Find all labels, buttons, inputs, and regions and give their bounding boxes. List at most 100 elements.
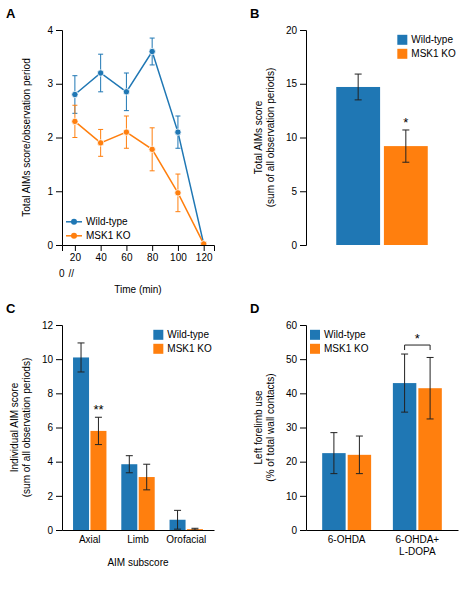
panel-title: C — [6, 301, 16, 316]
figure: 01234Total AIMs score/observation period… — [0, 0, 474, 606]
y-axis: 0 1 2 3 4 — [47, 25, 62, 251]
axis-break-label: 0 — [59, 268, 65, 279]
error-bar — [355, 74, 362, 100]
x-tick: Orofacial — [166, 534, 206, 545]
y-tick: 2 — [47, 132, 62, 143]
legend: Wild-typeMSK1 KO — [310, 329, 369, 354]
y-axis: 05101520 — [286, 25, 307, 251]
y-tick: 10 — [42, 354, 62, 365]
x-tick-label: Orofacial — [166, 534, 206, 545]
error-bar — [72, 105, 77, 137]
error-bar — [95, 417, 102, 444]
plot-area — [336, 74, 428, 245]
point — [72, 91, 78, 97]
y-tick-mark — [300, 496, 306, 497]
x-tick: Axial — [79, 534, 101, 545]
error-bar — [78, 343, 85, 372]
x-tick: 6-OHDA+L-DOPA — [396, 534, 440, 557]
y-tick-mark — [56, 84, 62, 85]
y-axis-line — [300, 31, 307, 246]
legend-item: MSK1 KO — [310, 343, 369, 354]
y-tick-label: 0 — [47, 240, 53, 251]
x-tick-mark — [75, 245, 76, 251]
y-tick-mark — [300, 428, 306, 429]
y-axis-title: Total AIMs score(sum of all observation … — [253, 68, 276, 208]
y-tick-label: 10 — [42, 354, 54, 365]
y-axis-title: Individual AIM score(sum of all observat… — [9, 358, 32, 498]
point — [123, 129, 129, 135]
y-tick: 0 — [47, 525, 62, 536]
x-tick-mark — [152, 245, 153, 251]
legend-item: MSK1 KO — [153, 343, 212, 354]
y-tick: 10 — [286, 491, 306, 502]
legend-swatch — [310, 344, 320, 354]
text-line: Orofacial — [166, 534, 206, 545]
legend-marker — [71, 219, 77, 225]
y-tick-mark — [56, 496, 62, 497]
y-tick-mark — [56, 393, 62, 394]
y-tick-label: 0 — [291, 240, 297, 251]
y-tick: 3 — [47, 78, 62, 89]
x-tick-label: 40 — [96, 252, 108, 263]
y-tick-label: 60 — [286, 320, 298, 331]
y-tick: 1 — [47, 186, 62, 197]
panel-title: D — [250, 301, 259, 316]
y-tick: 0 — [291, 525, 306, 536]
y-tick-label: 0 — [291, 525, 297, 536]
x-tick-mark — [126, 245, 127, 251]
y-tick-label: 0 — [47, 525, 53, 536]
y-tick-mark — [300, 530, 306, 531]
plot-area — [322, 354, 442, 530]
error-bar — [191, 528, 198, 530]
y-tick: 20 — [286, 456, 306, 467]
y-tick-mark — [56, 138, 62, 139]
x-axis: Axial Limb Orofacial — [63, 531, 215, 546]
x-axis-line — [307, 530, 459, 531]
panel: 01234Total AIMs score/observation period… — [6, 6, 215, 295]
x-tick-label: 6-OHDA+L-DOPA — [396, 534, 440, 557]
y-tick-mark — [300, 393, 306, 394]
legend-marker — [71, 233, 77, 239]
y-tick-label: 4 — [47, 25, 53, 36]
y-tick-label: 12 — [42, 320, 54, 331]
bar — [121, 464, 137, 530]
error-bar — [150, 128, 155, 171]
y-tick: 4 — [47, 25, 62, 36]
error-bar — [174, 510, 181, 529]
significance-label: ** — [93, 402, 103, 417]
legend-item: Wild-type — [397, 34, 453, 45]
significance-label: * — [415, 331, 420, 346]
x-tick: Limb — [127, 534, 149, 545]
y-tick: 6 — [47, 422, 62, 433]
y-tick-label: 10 — [286, 491, 298, 502]
legend-label: MSK1 KO — [167, 343, 212, 354]
legend-label: Wild-type — [411, 34, 453, 45]
y-tick-label: 10 — [286, 132, 298, 143]
y-tick: 2 — [47, 491, 62, 502]
x-tick-label: Limb — [127, 534, 149, 545]
point — [149, 146, 155, 152]
x-tick-label: 6-OHDA — [328, 534, 366, 545]
x-tick: 100 — [170, 245, 187, 263]
legend-label: Wild-type — [86, 216, 128, 227]
text-line: (sum of all observation periods) — [21, 358, 32, 498]
x-tick-mark — [178, 245, 179, 251]
plot-area — [73, 343, 203, 530]
error-bar — [402, 130, 409, 162]
y-tick: 50 — [286, 354, 306, 365]
y-tick: 0 — [47, 240, 62, 251]
y-tick: 0 — [291, 240, 306, 251]
legend-item: MSK1 KO — [66, 230, 131, 241]
legend-label: MSK1 KO — [324, 343, 369, 354]
y-tick-mark — [56, 462, 62, 463]
error-bar — [143, 464, 150, 490]
x-tick: 80 — [147, 245, 159, 263]
y-tick-label: 2 — [47, 491, 53, 502]
panel: 024681012Individual AIM score(sum of all… — [6, 301, 215, 568]
y-tick-mark — [300, 30, 306, 31]
legend-label: MSK1 KO — [411, 48, 456, 59]
y-tick-label: 2 — [47, 132, 53, 143]
y-axis-line — [300, 326, 307, 531]
point — [149, 48, 155, 54]
error-bar — [356, 436, 363, 474]
